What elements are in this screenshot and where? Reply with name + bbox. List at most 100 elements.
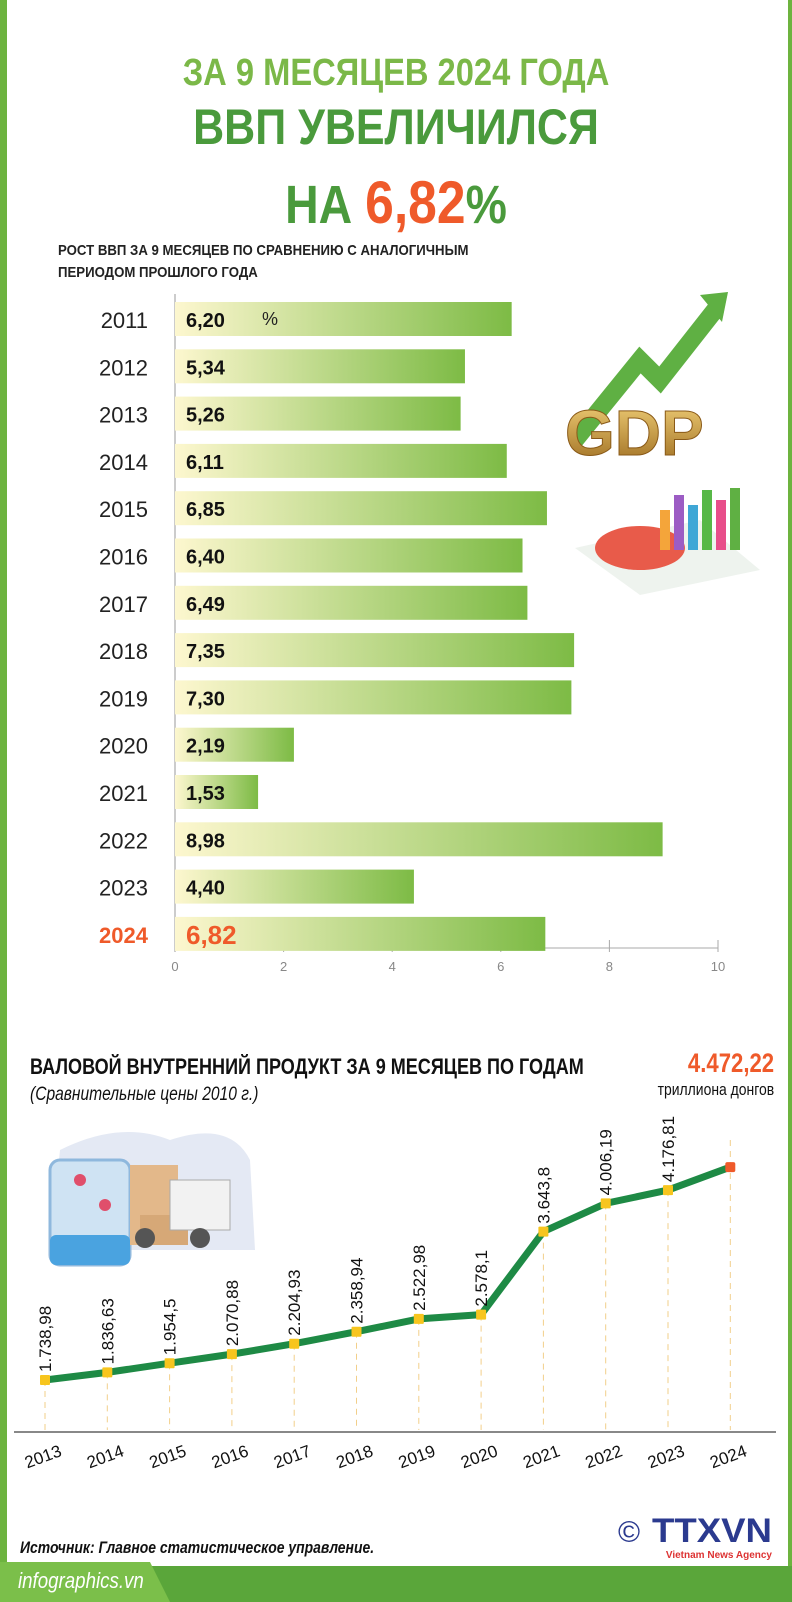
left-border: [0, 0, 7, 1602]
line-chart-title: ВАЛОВОЙ ВНУТРЕННИЙ ПРОДУКТ ЗА 9 МЕСЯЦЕВ …: [30, 1054, 584, 1079]
ttxvn-logo: © TTXVN Vietnam News Agency: [618, 1512, 772, 1561]
x-tick-label: 4: [389, 959, 396, 974]
data-label: 1.738,98: [36, 1306, 55, 1372]
year-label: 2021: [520, 1441, 562, 1472]
data-point: [40, 1375, 50, 1385]
data-point: [725, 1162, 736, 1173]
x-tick-label: 10: [711, 959, 725, 974]
year-label: 2024: [99, 923, 149, 948]
bar-value-label: 7,30: [186, 688, 225, 710]
line-chart-subtitle: (Сравнительные цены 2010 г.): [30, 1084, 259, 1105]
data-point: [351, 1326, 362, 1337]
year-label: 2015: [99, 497, 148, 522]
bar: [175, 491, 547, 526]
bar-value-label: 6,49: [186, 594, 225, 616]
year-label: 2015: [147, 1441, 189, 1472]
data-point: [164, 1358, 175, 1369]
bar-value-label: 2,19: [186, 736, 225, 758]
bar-value-label: 7,35: [186, 641, 225, 663]
delivery-illustration: [48, 1132, 255, 1267]
unit-label: триллиона донгов: [657, 1080, 774, 1099]
bar: [175, 302, 512, 336]
bar: [175, 633, 575, 668]
year-label: 2012: [99, 355, 148, 380]
year-label: 2023: [645, 1441, 687, 1472]
bar-value-label: 4,40: [186, 878, 225, 900]
data-label: 2.070,88: [223, 1280, 242, 1346]
headline-suffix: %: [465, 175, 507, 235]
data-point: [413, 1313, 424, 1324]
unit-label: %: [262, 309, 278, 329]
data-point: [102, 1367, 113, 1378]
bar-chart: GDP 0 2 4 6 8 10 2011 6,20 % 2012 5,34 2013 5,26 2014…: [99, 292, 760, 974]
source-note: Источник: Главное статистическое управле…: [20, 1538, 375, 1557]
year-label: 2014: [84, 1441, 126, 1472]
bar-chart-title: РОСТ ВВП ЗА 9 МЕСЯЦЕВ ПО СРАВНЕНИЮ С АНА…: [58, 242, 469, 281]
data-label: 2.522,98: [410, 1245, 429, 1311]
x-tick-label: 2: [280, 959, 287, 974]
bar-value-label: 6,20: [186, 310, 225, 332]
bar: [175, 680, 572, 715]
year-label: 2020: [99, 734, 148, 759]
bar-value-label: 6,11: [186, 452, 224, 474]
year-label: 2018: [99, 639, 148, 664]
bar: [175, 396, 461, 431]
year-label: 2021: [99, 781, 148, 806]
year-label: 2022: [99, 828, 148, 853]
bar-value-label: 6,40: [186, 547, 225, 569]
title-line2: ВВП УВЕЛИЧИЛСЯ: [193, 99, 599, 155]
year-label: 2022: [583, 1441, 625, 1472]
x-tick-label: 0: [171, 959, 178, 974]
bar-value-label: 6,85: [186, 499, 225, 521]
bar: [175, 538, 523, 573]
bar: [175, 822, 663, 857]
data-label: 2.204,93: [285, 1270, 304, 1336]
year-label: 2013: [22, 1441, 64, 1472]
bar-value-label: 5,26: [186, 405, 225, 427]
headline-value: 6,82: [365, 169, 466, 236]
gdp-line: [44, 1163, 732, 1384]
bar: [175, 443, 507, 478]
data-label: 2.358,94: [348, 1258, 367, 1324]
x-tick-label: 8: [606, 959, 613, 974]
year-label: 2016: [99, 545, 148, 570]
bar-value-label: 1,53: [186, 783, 225, 805]
data-point: [226, 1349, 237, 1360]
bar-value-label: 5,34: [186, 357, 226, 379]
bar: [175, 349, 465, 384]
year-label: 2011: [101, 308, 148, 333]
latest-gdp-value: 4.472,22: [687, 1048, 774, 1078]
data-point: [538, 1226, 549, 1237]
gdp-illustration: GDP: [565, 292, 728, 470]
title-line1: ЗА 9 МЕСЯЦЕВ 2024 ГОДА: [182, 52, 610, 94]
data-point: [663, 1185, 673, 1196]
data-label: 1.836,63: [98, 1298, 117, 1364]
data-label: 4.006,19: [597, 1129, 616, 1195]
bar-value-label: 6,82: [186, 920, 237, 950]
bar: [175, 916, 546, 951]
copyright-symbol: ©: [618, 1516, 640, 1549]
year-label: 2018: [334, 1441, 376, 1472]
site-tab: infographics.vn: [0, 1562, 170, 1602]
bar: [175, 727, 294, 762]
site-link[interactable]: infographics.vn: [18, 1568, 144, 1593]
title-line3: НА 6,82%: [55, 168, 736, 237]
data-label: 3.643,8: [534, 1167, 553, 1224]
data-label: 2.578,1: [472, 1250, 491, 1307]
title-prefix: НА: [285, 175, 353, 235]
line-chart: 1.738,98 2013 1.836,63 2014 1.954,5 2015 2.070…: [14, 1116, 776, 1472]
year-label: 2013: [99, 403, 148, 428]
year-label: 2016: [209, 1441, 251, 1472]
data-label: 4.176,81: [659, 1116, 678, 1182]
data-point: [476, 1309, 487, 1320]
year-label: 2019: [99, 686, 148, 711]
data-point: [600, 1198, 611, 1209]
agency-name: TTXVN: [652, 1512, 772, 1550]
year-label: 2014: [99, 450, 148, 475]
year-label: 2024: [707, 1441, 749, 1472]
x-tick-label: 6: [497, 959, 504, 974]
year-label: 2023: [99, 876, 148, 901]
data-point: [289, 1338, 300, 1349]
year-label: 2017: [271, 1441, 313, 1472]
bar: [175, 775, 259, 809]
